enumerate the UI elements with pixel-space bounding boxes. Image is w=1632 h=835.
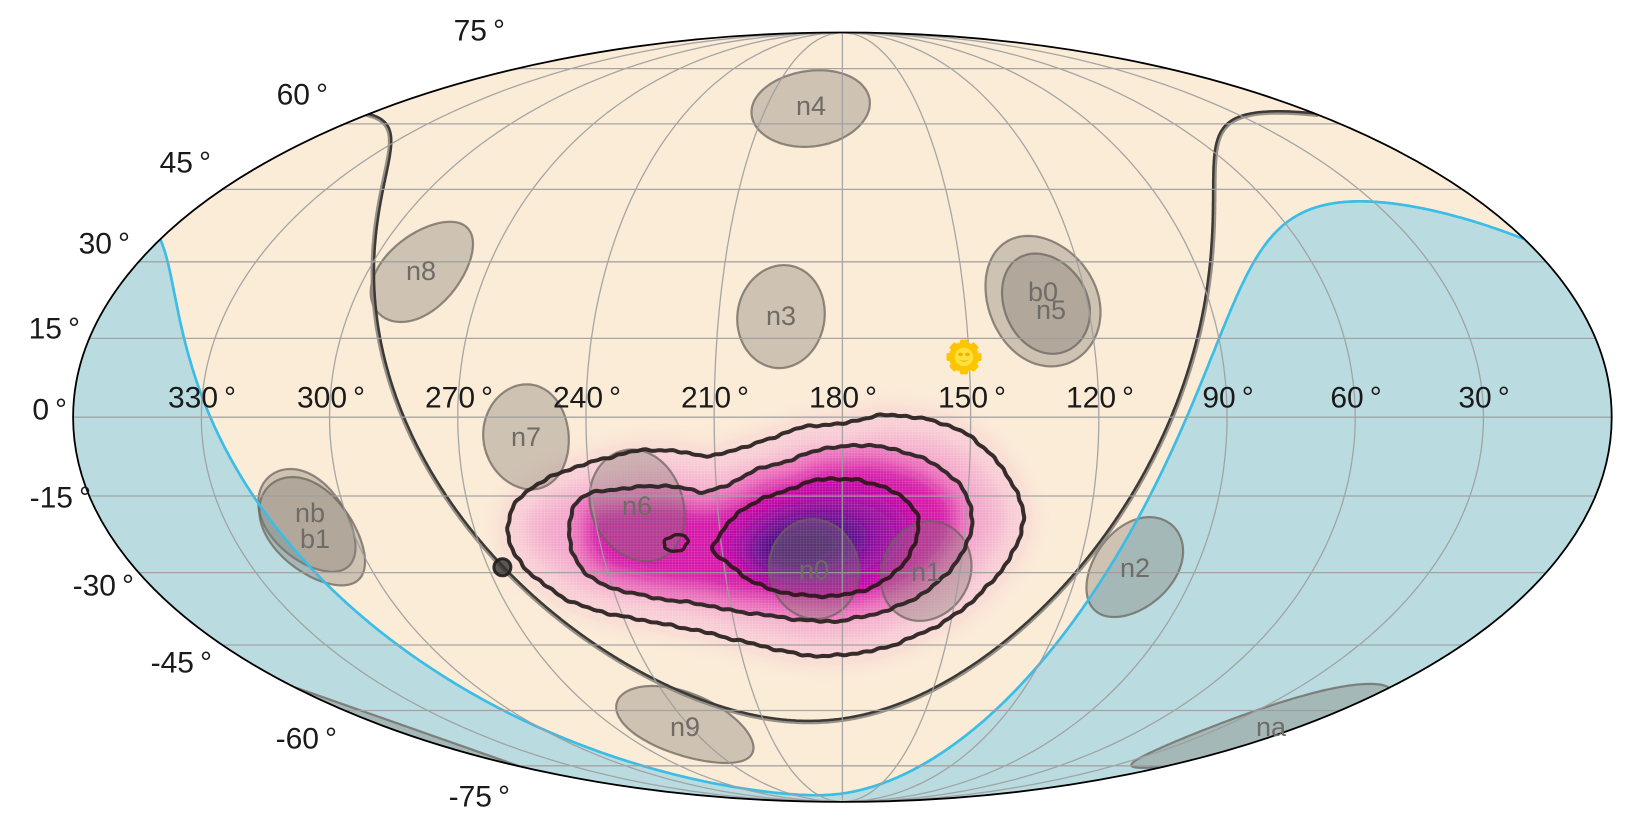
svg-text:n2: n2 [1120, 553, 1150, 583]
svg-text:30 °: 30 ° [79, 228, 130, 261]
svg-text:300 °: 300 ° [297, 382, 365, 415]
svg-text:60 °: 60 ° [277, 79, 328, 112]
svg-text:150 °: 150 ° [938, 382, 1006, 415]
svg-text:n0: n0 [799, 555, 829, 585]
svg-text:n1: n1 [911, 557, 941, 587]
svg-text:180 °: 180 ° [809, 382, 877, 415]
svg-text:n4: n4 [796, 91, 826, 121]
svg-text:45 °: 45 ° [160, 147, 211, 180]
svg-text:na: na [1256, 712, 1287, 742]
svg-text:0 °: 0 ° [32, 394, 67, 427]
svg-text:210 °: 210 ° [681, 382, 749, 415]
svg-text:n9: n9 [670, 712, 700, 742]
svg-text:n7: n7 [511, 422, 541, 452]
svg-text:n3: n3 [766, 301, 796, 331]
svg-text:-60 °: -60 ° [276, 723, 337, 756]
svg-text:270 °: 270 ° [425, 382, 493, 415]
svg-text:90 °: 90 ° [1202, 382, 1253, 415]
svg-text:330 °: 330 ° [168, 382, 236, 415]
svg-text:15 °: 15 ° [29, 313, 80, 346]
svg-text:nb: nb [295, 498, 325, 528]
svg-text:-75 °: -75 ° [449, 781, 510, 814]
svg-text:b1: b1 [300, 524, 330, 554]
svg-text:30 °: 30 ° [1458, 382, 1509, 415]
svg-text:-15 °: -15 ° [30, 482, 91, 515]
svg-text:n6: n6 [622, 491, 652, 521]
svg-text:-45 °: -45 ° [151, 647, 212, 680]
svg-text:n8: n8 [406, 256, 436, 286]
svg-text:n5: n5 [1036, 295, 1066, 325]
svg-text:-30 °: -30 ° [73, 570, 134, 603]
svg-text:120 °: 120 ° [1066, 382, 1134, 415]
svg-text:75 °: 75 ° [454, 15, 505, 48]
svg-text:b0: b0 [1028, 277, 1058, 307]
svg-text:240 °: 240 ° [553, 382, 621, 415]
svg-text:60 °: 60 ° [1330, 382, 1381, 415]
